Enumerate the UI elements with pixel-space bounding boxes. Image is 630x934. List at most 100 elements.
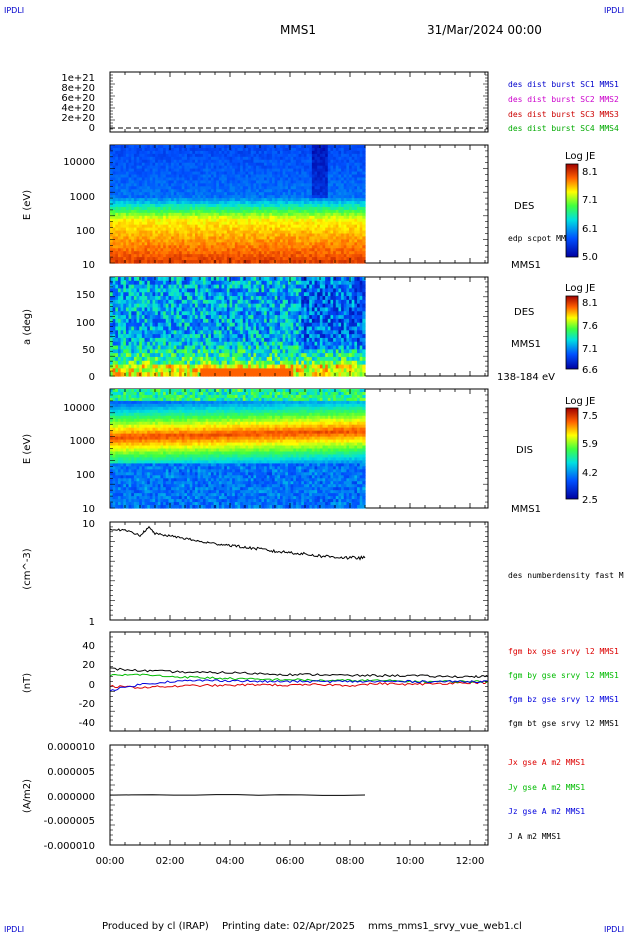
spectrogram-cell <box>168 195 172 199</box>
spectrogram-cell <box>202 311 207 316</box>
spectrogram-cell <box>266 212 270 217</box>
spectrogram-cell <box>354 209 358 214</box>
spectrogram-cell <box>120 311 124 316</box>
spectrogram-cell <box>184 311 188 316</box>
spectrogram-cell <box>325 206 329 211</box>
spectrogram-cell <box>149 165 154 170</box>
spectrogram-cell <box>155 153 159 158</box>
spectrogram-cell <box>192 198 196 202</box>
spectrogram-cell <box>216 174 220 179</box>
spectrogram-cell <box>234 201 239 205</box>
spectrogram-cell <box>269 147 273 152</box>
spectrogram-cell <box>280 180 284 184</box>
spectrogram-cell <box>176 221 180 226</box>
spectrogram-cell <box>224 236 228 240</box>
spectrogram-cell <box>152 186 156 190</box>
spectrogram-cell <box>274 153 278 158</box>
spectrogram-cell <box>216 204 220 208</box>
spectrogram-cell <box>232 215 236 220</box>
spectrogram-cell <box>274 230 278 235</box>
spectrogram-cell <box>163 230 167 235</box>
spectrogram-cell <box>317 177 321 181</box>
spectrogram-cell <box>149 311 154 316</box>
spectrogram-cell <box>141 254 146 258</box>
spectrogram-cell <box>168 168 172 173</box>
spectrogram-cell <box>327 221 332 226</box>
spectrogram-cell <box>192 356 196 362</box>
spectrogram-cell <box>136 215 140 220</box>
spectrogram-cell <box>341 204 345 208</box>
spectrogram-cell <box>197 145 201 149</box>
spectrogram-cell <box>141 206 146 211</box>
spectrogram-cell <box>128 215 132 220</box>
spectrogram-cell <box>195 341 199 347</box>
spectrogram-cell <box>139 326 143 331</box>
spectrogram-cell <box>152 230 156 235</box>
spectrogram-cell <box>349 177 353 181</box>
spectrogram-cell <box>224 322 228 328</box>
spectrogram-cell <box>160 322 164 328</box>
spectrogram-cell <box>229 189 233 193</box>
spectrogram-cell <box>298 218 302 223</box>
spectrogram-cell <box>208 356 212 362</box>
spectrogram-cell <box>128 368 132 373</box>
spectrogram-cell <box>327 224 332 229</box>
spectrogram-cell <box>245 177 249 181</box>
spectrogram-cell <box>213 334 217 339</box>
spectrogram-cell <box>197 296 201 301</box>
spectrogram-cell <box>216 145 220 149</box>
spectrogram-cell <box>333 153 337 158</box>
spectrogram-cell <box>245 254 249 258</box>
spectrogram-cell <box>330 186 334 190</box>
spectrogram-cell <box>155 236 159 240</box>
spectrogram-cell <box>330 245 334 249</box>
spectrogram-cell <box>168 288 172 293</box>
spectrogram-cell <box>120 349 124 354</box>
spectrogram-cell <box>338 257 342 261</box>
spectrogram-cell <box>144 245 148 249</box>
spectrogram-cell <box>125 307 130 312</box>
spectrogram-cell <box>298 156 302 161</box>
spectrogram-cell <box>131 322 135 328</box>
spectrogram-cell <box>298 212 302 217</box>
spectrogram-cell <box>123 221 127 226</box>
spectrogram-cell <box>160 260 164 264</box>
header-date-time: 31/Mar/2024 00:00 <box>427 23 542 37</box>
spectrogram-cell <box>189 212 193 217</box>
spectrogram-cell <box>319 224 324 229</box>
spectrogram-cell <box>176 349 180 354</box>
spectrogram-cell <box>163 221 167 226</box>
spectrogram-cell <box>168 159 172 164</box>
spectrogram-cell <box>131 349 135 354</box>
header-spacecraft: MMS1 <box>280 23 316 37</box>
spectrogram-cell <box>298 192 302 196</box>
spectrogram-cell <box>218 195 223 199</box>
spectrogram-cell <box>210 318 215 324</box>
spectrogram-cell <box>341 201 345 205</box>
spectrogram-cell <box>285 245 289 249</box>
spectrogram-cell <box>272 204 276 208</box>
spectrogram-cell <box>117 195 122 199</box>
spectrogram-cell <box>205 248 209 252</box>
spectrogram-cell <box>229 153 233 158</box>
spectrogram-cell <box>110 183 114 187</box>
spectrogram-cell <box>139 245 143 249</box>
spectrogram-cell <box>335 192 340 196</box>
spectrogram-cell <box>242 159 247 164</box>
spectrogram-cell <box>335 206 340 211</box>
spectrogram-cell <box>110 356 114 362</box>
spectrogram-cell <box>221 260 225 264</box>
spectrogram-cell <box>333 233 337 238</box>
spectrogram-cell <box>160 326 164 331</box>
spectrogram-cell <box>165 368 170 373</box>
spectrogram-cell <box>319 159 324 164</box>
spectrogram-cell <box>205 171 209 176</box>
spectrogram-cell <box>285 218 289 223</box>
spectrogram-cell <box>181 177 185 181</box>
spectrogram-cell <box>224 364 228 369</box>
spectrogram-cell <box>125 168 130 173</box>
spectrogram-cell <box>200 212 204 217</box>
spectrogram-cell <box>202 183 207 187</box>
spectrogram-cell <box>213 180 217 184</box>
spectrogram-cell <box>290 260 294 264</box>
